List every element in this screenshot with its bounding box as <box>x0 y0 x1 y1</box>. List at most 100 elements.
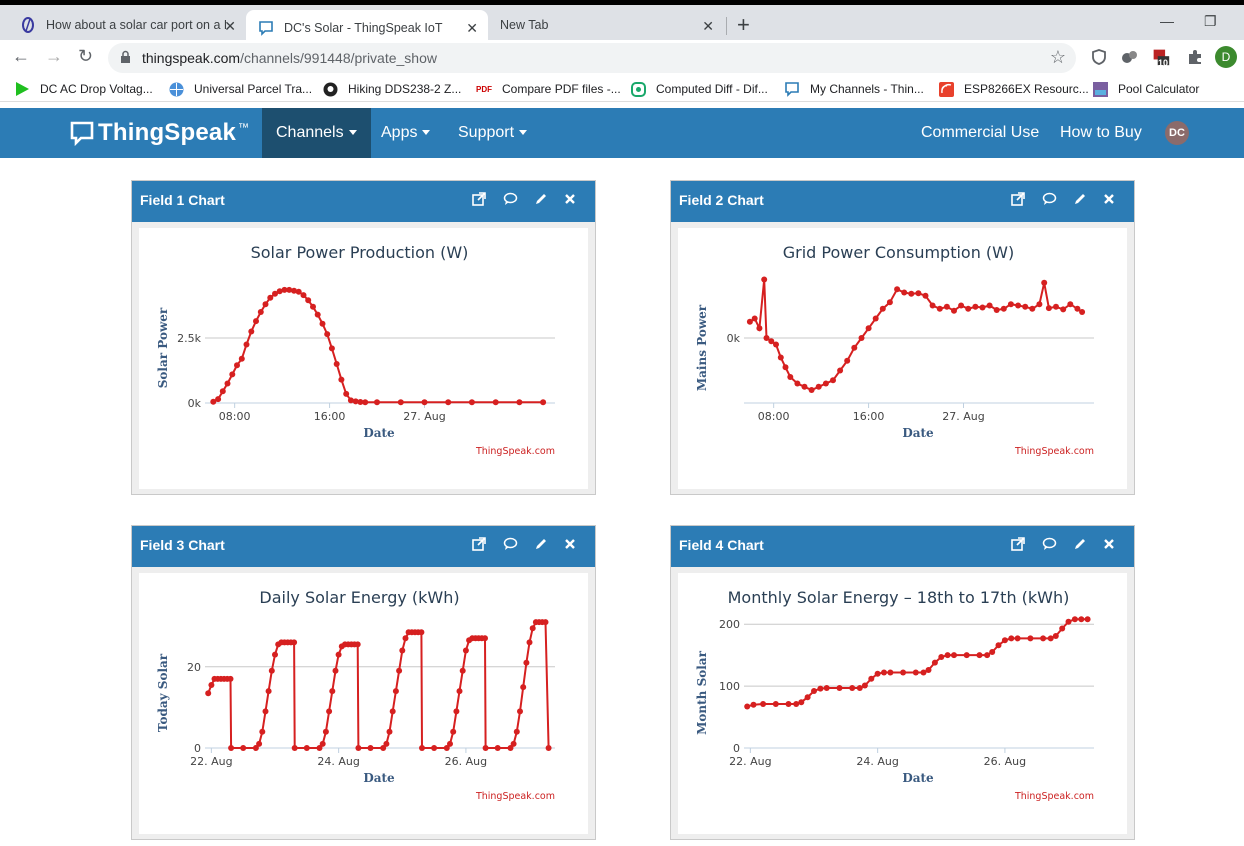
data-point[interactable] <box>1065 618 1072 625</box>
data-point[interactable] <box>517 708 523 715</box>
data-point[interactable] <box>402 635 409 642</box>
data-point[interactable] <box>253 318 259 325</box>
data-point[interactable] <box>205 690 212 697</box>
data-point[interactable] <box>798 699 805 706</box>
data-point[interactable] <box>421 399 428 406</box>
data-point[interactable] <box>324 331 331 338</box>
data-point[interactable] <box>1084 616 1091 623</box>
data-point[interactable] <box>447 740 453 747</box>
data-point[interactable] <box>787 374 794 380</box>
data-point[interactable] <box>1040 635 1047 642</box>
bookmark-item[interactable]: Pool Calculator <box>1092 81 1199 97</box>
data-point[interactable] <box>958 302 965 309</box>
restore-icon[interactable]: ❐ <box>1204 13 1217 29</box>
data-point[interactable] <box>986 302 993 309</box>
data-point[interactable] <box>773 341 779 348</box>
data-point[interactable] <box>286 286 293 293</box>
back-icon[interactable]: ← <box>12 46 30 66</box>
data-point[interactable] <box>523 659 530 666</box>
data-point[interactable] <box>861 682 868 689</box>
data-point[interactable] <box>343 390 350 397</box>
data-point[interactable] <box>976 652 983 659</box>
data-point[interactable] <box>332 667 339 674</box>
data-point[interactable] <box>333 361 340 367</box>
bookmark-item[interactable]: My Channels - Thin... <box>784 81 924 97</box>
data-point[interactable] <box>445 399 452 406</box>
data-point[interactable] <box>750 701 757 708</box>
data-point[interactable] <box>347 397 354 404</box>
data-point[interactable] <box>272 651 278 658</box>
user-avatar[interactable]: DC <box>1165 121 1189 145</box>
data-point[interactable] <box>1074 305 1081 312</box>
data-point[interactable] <box>462 647 469 654</box>
chart-credit[interactable]: ThingSpeak.com <box>1014 446 1094 457</box>
close-icon[interactable] <box>1103 537 1119 553</box>
data-point[interactable] <box>397 399 404 406</box>
nav-channels[interactable]: Channels <box>262 108 371 158</box>
edit-icon[interactable] <box>534 537 550 553</box>
data-point[interactable] <box>794 380 801 387</box>
data-point[interactable] <box>224 380 231 387</box>
data-point[interactable] <box>227 675 234 682</box>
puzzle-icon[interactable] <box>1186 48 1204 66</box>
data-point[interactable] <box>362 399 369 406</box>
data-point[interactable] <box>248 328 255 335</box>
data-point[interactable] <box>858 335 865 341</box>
data-point[interactable] <box>1060 306 1067 313</box>
data-point[interactable] <box>1036 301 1043 308</box>
data-point[interactable] <box>319 740 326 747</box>
comment-icon[interactable] <box>1042 537 1058 553</box>
nav-how-to-buy[interactable]: How to Buy <box>1060 124 1142 141</box>
data-point[interactable] <box>1078 616 1085 623</box>
data-point[interactable] <box>785 701 792 707</box>
data-point[interactable] <box>901 289 908 296</box>
comment-icon[interactable] <box>503 537 519 553</box>
data-point[interactable] <box>459 667 466 674</box>
data-point[interactable] <box>295 288 302 295</box>
popout-icon[interactable] <box>472 192 488 208</box>
data-point[interactable] <box>529 625 536 632</box>
data-point[interactable] <box>751 315 758 322</box>
data-point[interactable] <box>291 639 298 646</box>
data-point[interactable] <box>540 399 547 406</box>
data-point[interactable] <box>383 740 390 747</box>
data-point[interactable] <box>929 302 936 309</box>
data-point[interactable] <box>815 383 822 390</box>
data-point[interactable] <box>399 647 406 654</box>
data-point[interactable] <box>338 376 345 383</box>
chart-credit[interactable]: ThingSpeak.com <box>475 446 555 457</box>
data-point[interactable] <box>1059 625 1066 632</box>
nav-support[interactable]: Support <box>458 108 528 158</box>
data-point[interactable] <box>1008 635 1015 642</box>
data-point[interactable] <box>768 338 775 345</box>
data-point[interactable] <box>760 701 767 707</box>
data-point[interactable] <box>881 669 887 676</box>
data-point[interactable] <box>453 708 460 715</box>
data-point[interactable] <box>520 684 527 691</box>
data-point[interactable] <box>208 682 215 688</box>
data-point[interactable] <box>357 399 364 405</box>
data-point[interactable] <box>931 659 938 666</box>
data-point[interactable] <box>772 701 779 707</box>
data-point[interactable] <box>943 303 950 310</box>
data-point[interactable] <box>450 728 457 735</box>
data-point[interactable] <box>938 654 945 660</box>
bookmark-item[interactable]: ESP8266EX Resourc... <box>938 81 1089 97</box>
data-point[interactable] <box>830 377 836 384</box>
minimize-icon[interactable]: — <box>1160 13 1174 29</box>
data-point[interactable] <box>322 728 329 735</box>
data-point[interactable] <box>240 745 247 751</box>
data-point[interactable] <box>303 745 310 751</box>
data-point[interactable] <box>418 629 425 636</box>
calendar-extension-icon[interactable] <box>1152 48 1170 66</box>
data-point[interactable] <box>392 688 399 695</box>
data-point[interactable] <box>257 309 264 315</box>
data-point[interactable] <box>314 311 321 318</box>
profile-avatar[interactable]: D <box>1215 46 1237 68</box>
data-point[interactable] <box>276 288 283 295</box>
data-point[interactable] <box>804 694 811 701</box>
data-point[interactable] <box>215 396 222 403</box>
data-point[interactable] <box>335 651 342 658</box>
data-point[interactable] <box>995 642 1002 649</box>
data-point[interactable] <box>782 364 789 371</box>
